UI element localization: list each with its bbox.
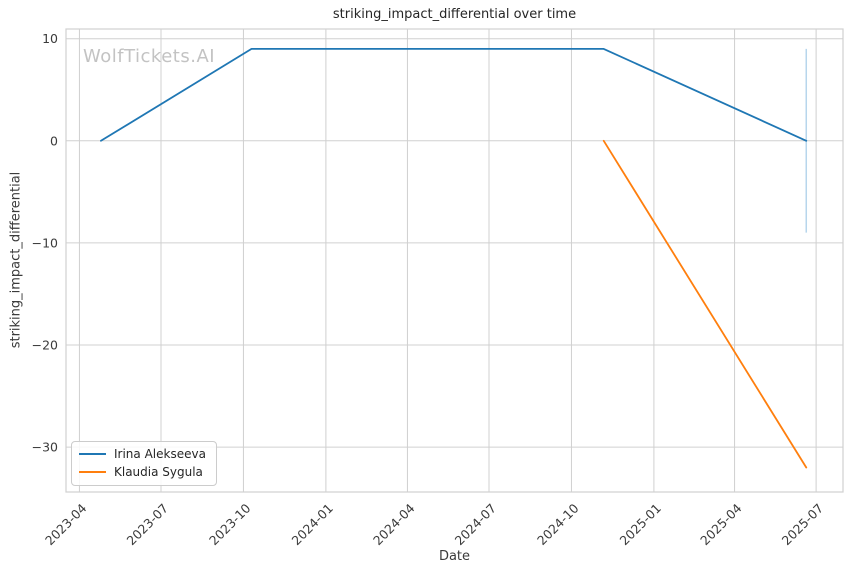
x-axis-label: Date [438, 549, 471, 564]
y-tick-label: −30 [32, 440, 58, 455]
y-tick-label: −20 [32, 337, 58, 352]
y-tick-label: −10 [32, 235, 58, 250]
y-tick-label: 0 [50, 133, 58, 148]
plot-background [66, 29, 843, 492]
x-tick-label: 2024-07 [452, 501, 500, 549]
legend-entry: Irina Alekseeva [79, 447, 206, 461]
x-tick-label: 2024-10 [534, 500, 582, 548]
plot-border [65, 28, 844, 493]
x-tick-label: 2024-04 [370, 500, 418, 548]
x-tick-label: 2023-07 [124, 501, 172, 549]
x-tick-label: 2024-01 [288, 501, 336, 549]
legend-swatch [79, 471, 106, 473]
legend-label: Klaudia Sygula [114, 465, 203, 479]
series-line-klaudia-sygula [602, 139, 808, 469]
y-tick-label: 10 [42, 31, 58, 46]
x-tick-label: 2025-04 [697, 500, 745, 548]
x-tick-label: 2023-04 [42, 500, 90, 548]
legend: Irina Alekseeva Klaudia Sygula [71, 441, 217, 486]
legend-swatch [79, 453, 106, 455]
watermark: WolfTickets.AI [83, 46, 216, 67]
x-tick-label: 2025-07 [779, 501, 827, 549]
legend-entry: Klaudia Sygula [79, 465, 206, 479]
x-tick-label: 2023-10 [206, 500, 254, 548]
chart-title: striking_impact_differential over time [332, 7, 577, 22]
y-axis-label: striking_impact_differential [8, 171, 24, 349]
series-line-irina-alekseeva [100, 48, 808, 142]
x-tick-label: 2025-01 [616, 501, 664, 549]
legend-label: Irina Alekseeva [114, 447, 206, 461]
